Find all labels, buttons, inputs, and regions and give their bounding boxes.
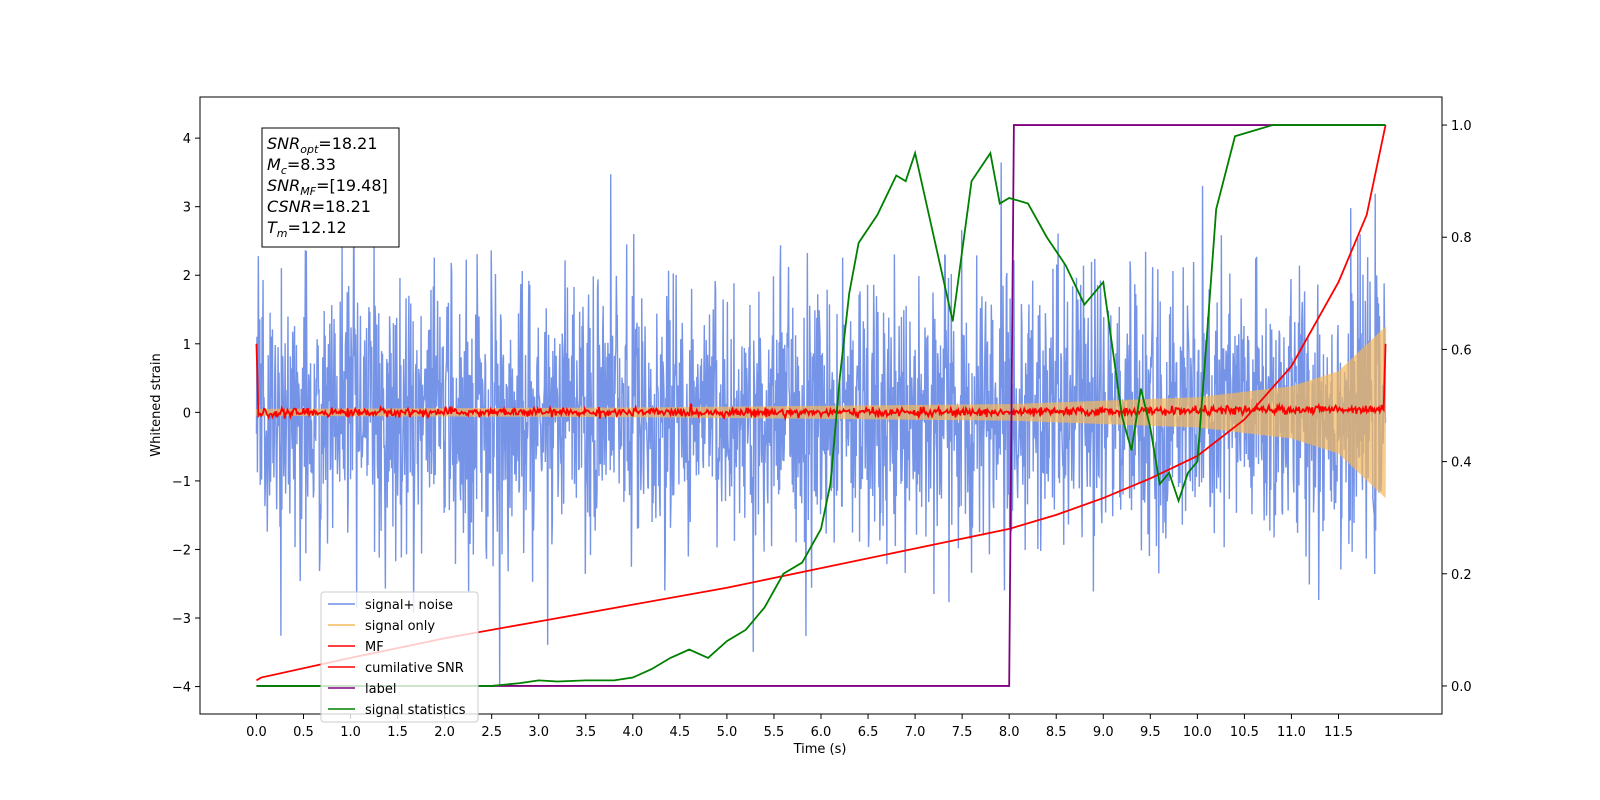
y-right-tick-label: 0.8 (1451, 231, 1472, 246)
legend-item-label: label (328, 682, 396, 697)
legend-label-mf: MF (365, 640, 384, 655)
y-left-tick-label: −2 (172, 543, 191, 558)
x-tick-label: 4.0 (622, 725, 643, 740)
series-label (256, 124, 1386, 687)
x-tick-label: 4.5 (670, 725, 691, 740)
y-left-tick-label: −1 (172, 475, 191, 490)
legend-label-signal-noise: signal+ noise (365, 598, 453, 613)
y-left-tick-label: −4 (172, 681, 191, 696)
x-tick-label: 0.5 (293, 725, 314, 740)
annotation-tm: Tm=12.12 (267, 218, 347, 240)
series-signal-statistics (256, 124, 1386, 687)
x-tick-label: 0.0 (246, 725, 267, 740)
x-tick-label: 10.0 (1183, 725, 1212, 740)
legend-item-cumilative-snr: cumilative SNR (328, 661, 464, 676)
series-mf (255, 343, 1387, 422)
x-tick-label: 11.5 (1324, 725, 1353, 740)
x-tick-label: 1.5 (387, 725, 408, 740)
y-left-tick-label: −3 (172, 612, 191, 627)
legend-label-cumilative-snr: cumilative SNR (365, 661, 464, 676)
y-right-tick-label: 0.6 (1451, 343, 1472, 358)
x-tick-label: 9.5 (1140, 725, 1161, 740)
ticks-layer: 0.0 0.5 1.0 1.5 2.0 2.5 3.0 3.5 4.0 4.5 5.0 5.5 6.0 6… (172, 119, 1472, 740)
legend-item-mf: MF (328, 640, 384, 655)
x-tick-label: 7.5 (952, 725, 973, 740)
x-tick-label: 5.0 (717, 725, 738, 740)
series-signal-noise (255, 162, 1387, 687)
y-left-tick-label: 3 (183, 201, 191, 216)
x-tick-label: 5.5 (764, 725, 785, 740)
x-tick-label: 2.5 (481, 725, 502, 740)
x-tick-label: 1.0 (340, 725, 361, 740)
legend-label-signal-statistics: signal statistics (365, 703, 466, 718)
y-right-tick-label: 0.0 (1451, 680, 1472, 695)
y-left-tick-label: 2 (183, 269, 191, 284)
annotation-csnr: CSNR=18.21 (267, 197, 371, 216)
x-tick-label: 2.0 (434, 725, 455, 740)
y-axis-label: Whitened strain (149, 353, 164, 456)
x-tick-label: 3.0 (528, 725, 549, 740)
legend-frame (320, 591, 479, 723)
annotation-snr-mf: SNRMF=[19.48] (267, 176, 388, 198)
annotation-snr-opt: SNRopt=18.21 (267, 134, 378, 156)
x-tick-label: 6.5 (858, 725, 879, 740)
annotation-box: SNRopt=18.21 Mc=8.33 SNRMF=[19.48] CSNR=… (261, 127, 400, 248)
x-tick-label: 7.0 (905, 725, 926, 740)
legend-item-signal-only: signal only (328, 619, 435, 634)
y-right-tick-label: 0.4 (1451, 456, 1472, 471)
y-left-tick-label: 0 (183, 406, 191, 421)
y-right-tick-label: 1.0 (1451, 119, 1472, 134)
x-tick-label: 8.0 (999, 725, 1020, 740)
annotation-frame (261, 127, 400, 248)
x-tick-label: 11.0 (1277, 725, 1306, 740)
annotation-mc: Mc=8.33 (267, 155, 336, 177)
legend-item-signal-statistics: signal statistics (328, 703, 466, 718)
x-tick-label: 6.0 (811, 725, 832, 740)
y-left-tick-label: 4 (183, 132, 191, 147)
x-tick-label: 9.0 (1093, 725, 1114, 740)
x-tick-label: 10.5 (1230, 725, 1259, 740)
legend-label-label: label (365, 682, 396, 697)
x-axis-label: Time (s) (793, 742, 847, 757)
y-left-tick-label: 1 (183, 338, 191, 353)
x-tick-label: 3.5 (575, 725, 596, 740)
x-tick-label: 8.5 (1046, 725, 1067, 740)
legend-label-signal-only: signal only (365, 619, 435, 634)
legend-item-signal-noise: signal+ noise (328, 598, 453, 613)
legend: signal+ noise signal only MF cumilative … (320, 591, 479, 723)
y-right-tick-label: 0.2 (1451, 568, 1472, 583)
